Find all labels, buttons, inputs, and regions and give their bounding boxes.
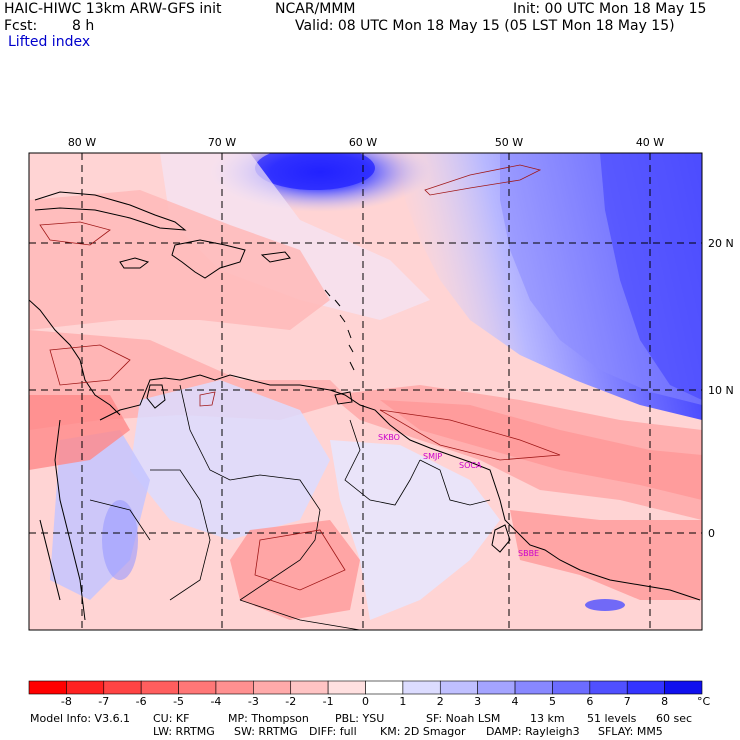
- colorbar-tick-label: -8: [61, 695, 72, 708]
- colorbar-swatch: [28, 680, 67, 695]
- lon-label-60w: 60 W: [349, 136, 377, 149]
- model-title: HAIC-HIWC 13km ARW-GFS init: [4, 1, 222, 17]
- colorbar-tick-label: -7: [98, 695, 109, 708]
- colorbar-swatch: [589, 680, 628, 695]
- colorbar-unit: °C: [697, 695, 711, 708]
- init-time: Init: 00 UTC Mon 18 May 15: [513, 1, 707, 17]
- footer-levels: 51 levels: [587, 712, 637, 725]
- station-soca: SOCA: [459, 461, 482, 470]
- lon-label-80w: 80 W: [68, 136, 96, 149]
- lon-label-40w: 40 W: [636, 136, 664, 149]
- colorbar-swatch: [253, 680, 292, 695]
- fcst-label: Fcst:: [4, 18, 38, 34]
- colorbar-swatch: [290, 680, 329, 695]
- axis-labels: 80 W 70 W 60 W 50 W 40 W 20 N 10 N 0: [68, 136, 734, 540]
- graticule: [29, 153, 702, 630]
- contours: [39, 164, 561, 591]
- footer-sf: SF: Noah LSM: [426, 712, 501, 725]
- footer-damp: DAMP: Rayleigh3: [486, 725, 580, 738]
- colorbar-swatch: [178, 680, 217, 695]
- borders: [89, 384, 491, 630]
- colorbar-tick-label: 0: [362, 695, 369, 708]
- org-label: NCAR/MMM: [275, 1, 356, 17]
- field-name: Lifted index: [8, 34, 91, 50]
- lat-label-0: 0: [708, 527, 715, 540]
- colorbar-swatch: [103, 680, 142, 695]
- footer-timestep: 60 sec: [656, 712, 693, 725]
- footer-model-version: Model Info: V3.6.1: [30, 712, 131, 725]
- footer-sflay: SFLAY: MM5: [598, 725, 663, 738]
- footer-diff: DIFF: full: [309, 725, 357, 738]
- colorbar-swatch: [402, 680, 441, 695]
- colorbar-swatch: [439, 680, 478, 695]
- colorbar-swatch: [626, 680, 665, 695]
- colorbar-tick-label: -6: [136, 695, 147, 708]
- colorbar-tick-label: 4: [512, 695, 519, 708]
- lat-label-20n: 20 N: [708, 237, 734, 250]
- stations: SKBO SMJP SOCA SBBE: [378, 433, 539, 558]
- footer-lw: LW: RRTMG: [153, 725, 215, 738]
- station-skbo: SKBO: [378, 433, 400, 442]
- coastlines: [29, 191, 701, 621]
- colorbar-tick-label: 6: [586, 695, 593, 708]
- colorbar-swatch: [477, 680, 516, 695]
- map-frame: [28, 152, 703, 631]
- colorbar-tick-label: 5: [549, 695, 556, 708]
- colorbar-swatch: [514, 680, 553, 695]
- colorbar-swatch: [215, 680, 254, 695]
- colorbar-tick-label: -4: [210, 695, 221, 708]
- colorbar-tick-label: 1: [399, 695, 406, 708]
- colorbar-tick-label: -2: [285, 695, 296, 708]
- colorbar-swatch: [552, 680, 591, 695]
- colorbar-tick-label: -5: [173, 695, 184, 708]
- station-sbbe: SBBE: [518, 549, 539, 558]
- colorbar-tick-label: 7: [624, 695, 631, 708]
- colorbar-swatch: [66, 680, 105, 695]
- colorbar-tick-label: 8: [661, 695, 668, 708]
- colorbar-tick-label: 2: [437, 695, 444, 708]
- field-shading: [29, 153, 702, 630]
- lat-label-10n: 10 N: [708, 384, 734, 397]
- colorbar-swatch: [664, 680, 703, 695]
- lon-label-70w: 70 W: [208, 136, 236, 149]
- footer-sw: SW: RRTMG: [234, 725, 298, 738]
- valid-time: Valid: 08 UTC Mon 18 May 15 (05 LST Mon …: [295, 18, 675, 34]
- colorbar: -8 -7 -6 -5 -4 -3 -2 -1 0 1 2 3 4 5 6 7 8: [28, 680, 703, 708]
- footer-resolution: 13 km: [530, 712, 565, 725]
- colorbar-swatch: [327, 680, 366, 695]
- colorbar-tick-label: 3: [474, 695, 481, 708]
- colorbar-swatch: [365, 680, 404, 695]
- colorbar-swatch: [140, 680, 179, 695]
- colorbar-tick-label: -3: [248, 695, 259, 708]
- fcst-value: 8 h: [72, 18, 95, 34]
- lon-label-50w: 50 W: [495, 136, 523, 149]
- colorbar-tick-label: -1: [323, 695, 334, 708]
- footer-pbl: PBL: YSU: [335, 712, 385, 725]
- footer-cu: CU: KF: [153, 712, 190, 725]
- footer-km: KM: 2D Smagor: [380, 725, 466, 738]
- footer-mp: MP: Thompson: [228, 712, 309, 725]
- station-smjp: SMJP: [423, 452, 442, 461]
